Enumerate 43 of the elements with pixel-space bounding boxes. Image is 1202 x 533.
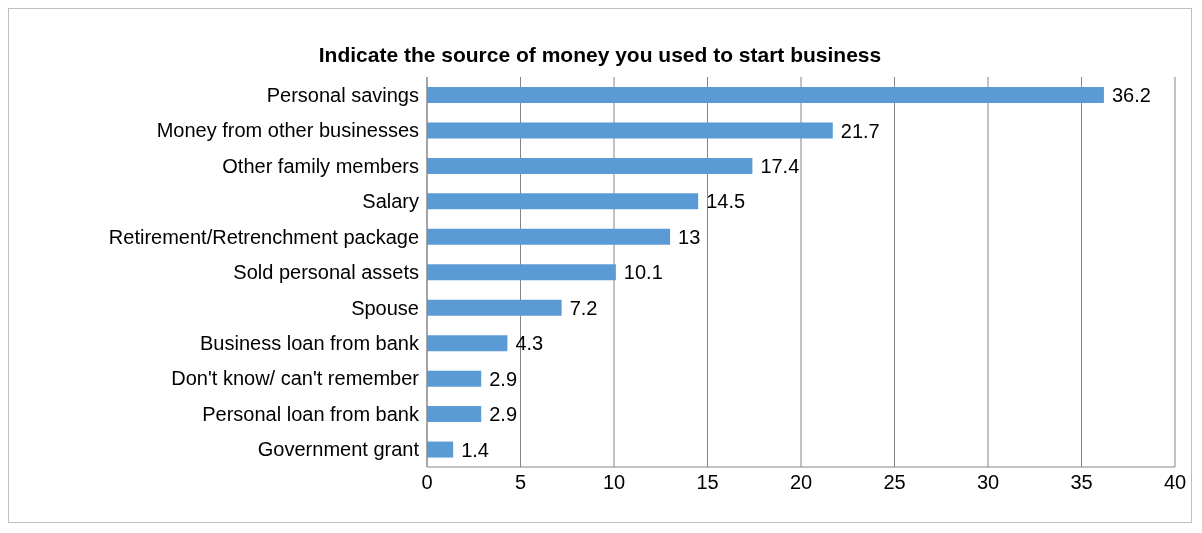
data-label: 21.7 (840, 119, 880, 142)
x-tick-label: 15 (696, 471, 719, 494)
bar (427, 370, 482, 387)
x-tick-label: 5 (514, 471, 527, 494)
y-tick-label: Personal savings (266, 83, 419, 106)
data-label: 36.2 (1111, 84, 1151, 107)
chart-title: Indicate the source of money you used to start business (317, 43, 883, 68)
data-label: 13 (678, 225, 701, 248)
x-tick-label: 40 (1163, 471, 1187, 494)
y-tick-label: Other family members (222, 154, 419, 177)
data-label: 14.5 (706, 190, 746, 213)
bar (427, 228, 671, 245)
x-tick-label: 20 (789, 471, 813, 494)
bar (427, 87, 1104, 103)
y-tick-label: Business loan from bank (199, 332, 420, 355)
bar (427, 157, 753, 174)
data-label: 10.1 (623, 261, 663, 284)
bar (427, 264, 616, 281)
bar (427, 122, 833, 139)
y-tick-label: Don't know/ can't remember (171, 367, 420, 390)
data-label: 2.9 (489, 367, 518, 390)
data-label: 7.2 (569, 296, 598, 319)
y-tick-label: Retirement/Retrenchment package (108, 225, 419, 248)
x-tick-label: 35 (1070, 471, 1093, 494)
data-label: 1.4 (461, 438, 489, 461)
bar (427, 406, 482, 423)
bar (427, 335, 508, 352)
x-tick-label: 30 (976, 471, 1000, 494)
y-tick-label: Salary (362, 190, 419, 213)
y-tick-label: Sold personal assets (233, 261, 419, 284)
x-tick-label: 10 (602, 471, 626, 494)
y-tick-label: Money from other businesses (156, 119, 419, 142)
y-tick-label: Government grant (257, 438, 420, 461)
y-tick-label: Personal loan from bank (202, 402, 420, 425)
data-label: 17.4 (760, 155, 800, 178)
x-tick-label: 0 (421, 471, 433, 494)
y-tick-label: Spouse (351, 296, 419, 319)
bar (427, 299, 562, 316)
bar (427, 441, 454, 458)
x-tick-label: 25 (883, 471, 906, 494)
bar (427, 193, 699, 210)
data-label: 4.3 (515, 332, 544, 355)
data-label: 2.9 (489, 403, 518, 426)
